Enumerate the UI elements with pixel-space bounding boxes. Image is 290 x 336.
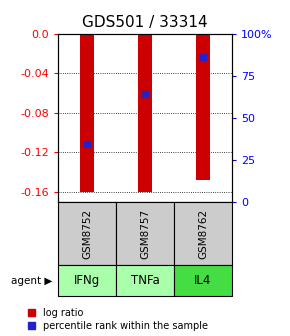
Legend: log ratio, percentile rank within the sample: log ratio, percentile rank within the sa… — [28, 308, 208, 331]
Bar — [138, 34, 152, 192]
Text: GSM8752: GSM8752 — [82, 208, 92, 259]
Title: GDS501 / 33314: GDS501 / 33314 — [82, 15, 208, 30]
Bar — [196, 34, 210, 180]
Text: agent ▶: agent ▶ — [11, 276, 52, 286]
Text: IL4: IL4 — [194, 274, 212, 287]
Text: GSM8762: GSM8762 — [198, 208, 208, 259]
Text: TNFa: TNFa — [130, 274, 160, 287]
Text: GSM8757: GSM8757 — [140, 208, 150, 259]
Bar — [80, 34, 94, 192]
Text: IFNg: IFNg — [74, 274, 100, 287]
